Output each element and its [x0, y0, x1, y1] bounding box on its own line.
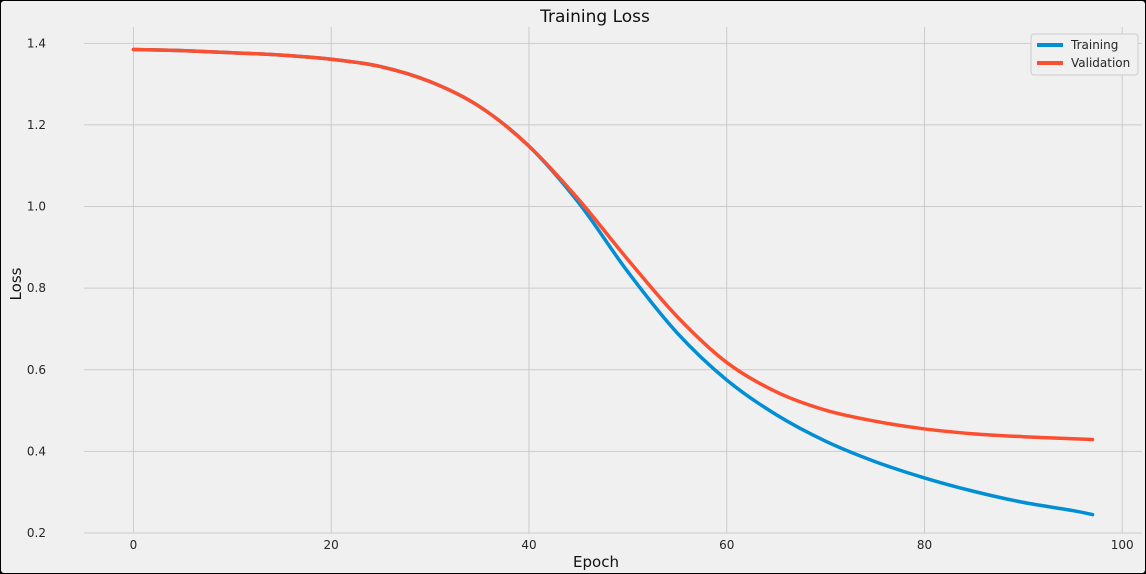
- x-axis-ticks: 0 20 40 60 80 100: [130, 538, 1134, 552]
- legend-label-validation: Validation: [1071, 56, 1130, 70]
- y-tick-label: 1.4: [27, 36, 46, 50]
- x-tick-label: 100: [1111, 538, 1134, 552]
- series-line-validation: [131, 47, 1095, 442]
- y-tick-label: 0.6: [27, 363, 46, 377]
- legend: Training Validation: [1030, 33, 1139, 76]
- x-tick-label: 80: [917, 538, 932, 552]
- series-lines: [131, 47, 1095, 517]
- chart-title: Training Loss: [539, 7, 650, 27]
- y-tick-label: 1.2: [27, 118, 46, 132]
- plot-area: [84, 27, 1142, 533]
- x-tick-label: 60: [719, 538, 734, 552]
- y-axis-ticks: 0.2 0.4 0.6 0.8 1.0 1.2 1.4: [27, 36, 46, 540]
- y-tick-label: 0.8: [27, 281, 46, 295]
- y-tick-label: 1.0: [27, 200, 46, 214]
- legend-label-training: Training: [1070, 38, 1118, 52]
- x-axis-label: Epoch: [573, 553, 619, 571]
- y-tick-label: 0.4: [27, 444, 46, 458]
- grid-lines: [84, 27, 1142, 534]
- y-axis-label: Loss: [7, 267, 25, 300]
- x-tick-label: 20: [324, 538, 339, 552]
- x-tick-label: 40: [521, 538, 536, 552]
- y-tick-label: 0.2: [27, 526, 46, 540]
- x-tick-label: 0: [130, 538, 138, 552]
